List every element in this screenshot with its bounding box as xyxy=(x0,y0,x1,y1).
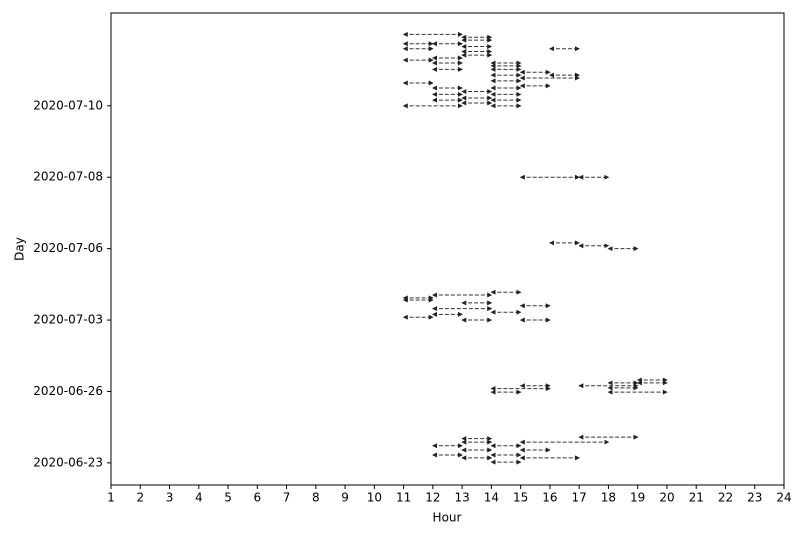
x-tick-label: 17 xyxy=(572,491,587,505)
x-tick-label: 6 xyxy=(253,491,261,505)
x-tick-label: 24 xyxy=(776,491,791,505)
x-tick-label: 8 xyxy=(312,491,320,505)
x-tick-label: 21 xyxy=(689,491,704,505)
x-tick-label: 4 xyxy=(195,491,203,505)
x-tick-label: 9 xyxy=(341,491,349,505)
x-tick-label: 13 xyxy=(454,491,469,505)
x-tick-label: 11 xyxy=(396,491,411,505)
y-tick-label: 2020-07-06 xyxy=(33,241,103,255)
x-tick-label: 18 xyxy=(601,491,616,505)
y-axis-label: Day xyxy=(13,237,27,261)
y-tick-label: 2020-07-03 xyxy=(33,313,103,327)
x-tick-label: 22 xyxy=(718,491,733,505)
x-tick-label: 1 xyxy=(107,491,115,505)
y-tick-label: 2020-06-26 xyxy=(33,384,103,398)
x-axis-label: Hour xyxy=(433,511,462,525)
plot-frame xyxy=(110,12,785,486)
x-tick-label: 16 xyxy=(542,491,557,505)
x-tick-label: 7 xyxy=(283,491,291,505)
x-tick-label: 14 xyxy=(484,491,499,505)
x-tick-label: 19 xyxy=(630,491,645,505)
x-tick-label: 5 xyxy=(224,491,232,505)
x-tick-label: 2 xyxy=(136,491,144,505)
x-tick-label: 15 xyxy=(513,491,528,505)
y-tick-label: 2020-07-08 xyxy=(33,170,103,184)
x-tick-label: 23 xyxy=(747,491,762,505)
x-tick-label: 10 xyxy=(367,491,382,505)
y-tick-label: 2020-07-10 xyxy=(33,98,103,112)
x-tick-label: 3 xyxy=(166,491,174,505)
y-tick-label: 2020-06-23 xyxy=(33,455,103,469)
x-tick-label: 12 xyxy=(425,491,440,505)
x-tick-label: 20 xyxy=(659,491,674,505)
